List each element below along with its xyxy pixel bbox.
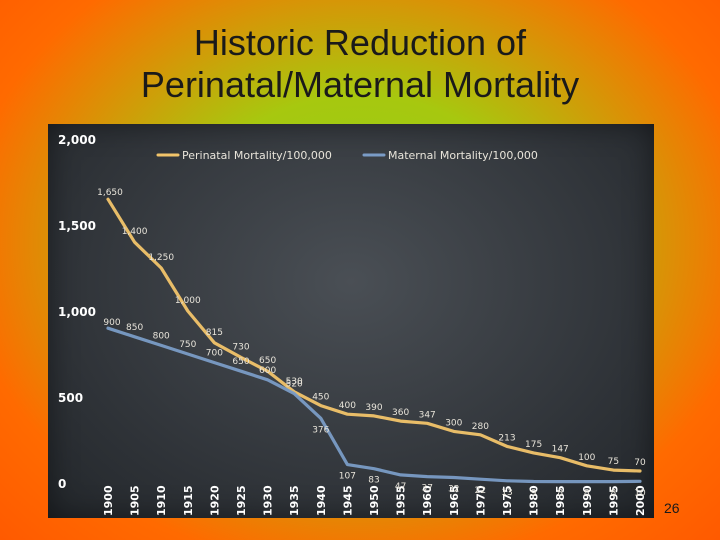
x-tick-label: 1970 [474,485,487,516]
data-label-perinatal: 400 [339,401,356,411]
data-label-perinatal: 347 [419,410,436,420]
data-label-maternal: 37 [421,484,432,494]
x-tick-label: 1975 [501,485,514,516]
data-label-maternal: 13 [501,488,512,498]
data-label-maternal: 107 [339,472,356,482]
data-label-maternal: 22 [475,486,486,496]
legend-label-maternal: Maternal Mortality/100,000 [388,149,538,162]
x-tick-label: 1920 [208,485,221,516]
data-label-maternal: 520 [286,380,303,390]
x-tick-label: 1930 [262,485,275,516]
x-tick-label: 1985 [554,485,567,516]
data-label-maternal: 850 [126,323,143,333]
title-line-1: Historic Reduction of [193,22,527,63]
x-tick-label: 1950 [368,485,381,516]
x-tick-label: 1900 [102,485,115,516]
data-label-maternal: 83 [368,476,379,486]
x-tick-label: 2000 [634,485,647,516]
data-label-maternal: 8 [611,489,617,499]
data-label-perinatal: 730 [232,342,249,352]
y-tick-label: 0 [58,477,66,491]
y-tick-label: 2,000 [58,133,96,147]
data-label-perinatal: 300 [445,418,462,428]
x-tick-label: 1910 [155,485,168,516]
x-tick-label: 1965 [448,485,461,516]
y-tick-label: 500 [58,391,83,405]
data-label-maternal: 8 [584,489,590,499]
data-label-perinatal: 360 [392,408,409,418]
slide-title: Historic Reduction of Perinatal/Maternal… [0,22,720,106]
line-chart: 0 500 1,000 1,500 2,000 1900 1905 1910 1915 1920 1… [58,133,647,516]
x-tick-label: 1945 [341,485,354,516]
data-label-maternal: 9 [531,488,537,498]
data-label-perinatal: 280 [472,422,489,432]
title-line-2: Perinatal/Maternal Mortality [140,64,580,105]
data-label-maternal: 700 [206,349,223,359]
page-number: 26 [664,500,680,516]
data-label-maternal: 650 [232,357,249,367]
chart-panel: 0 500 1,000 1,500 2,000 1900 1905 1910 1915 1920 1… [48,124,654,518]
x-tick-label: 1955 [395,485,408,516]
data-label-maternal: 600 [259,366,276,376]
data-label-perinatal: 815 [206,328,223,338]
y-tick-label: 1,000 [58,305,96,319]
y-tick-label: 1,500 [58,219,96,233]
data-label-maternal: 750 [179,340,196,350]
data-label-maternal: 32 [448,484,459,494]
data-label-perinatal: 175 [525,440,542,450]
data-label-perinatal: 530 [286,377,303,387]
data-label-perinatal: 1,400 [122,227,148,237]
data-label-perinatal: 650 [259,356,276,366]
series-line-maternal [106,326,642,484]
x-tick-label: 1905 [129,485,142,516]
x-tick-label: 1995 [607,485,620,516]
data-label-maternal: 900 [103,318,120,328]
data-label-perinatal: 147 [552,445,569,455]
x-tick-label: 1980 [528,485,541,516]
data-label-perinatal: 1,000 [175,296,201,306]
data-label-perinatal: 450 [312,393,329,403]
x-tick-label: 1935 [288,485,301,516]
legend-label-perinatal: Perinatal Mortality/100,000 [182,149,332,162]
data-label-perinatal: 1,650 [97,188,123,198]
x-tick-label: 1990 [581,485,594,516]
data-label-perinatal: 75 [608,457,619,467]
data-label-perinatal: 213 [498,433,515,443]
data-label-perinatal: 1,250 [148,253,174,263]
series-line-perinatal [106,197,642,473]
data-label-perinatal: 390 [365,403,382,413]
data-label-maternal: 376 [312,425,329,435]
data-label-maternal: 8 [557,489,563,499]
x-tick-label: 1925 [235,485,248,516]
data-label-perinatal: 100 [578,453,595,463]
x-tick-label: 1940 [315,485,328,516]
data-label-maternal: 10 [634,488,646,498]
data-label-maternal: 800 [153,331,170,341]
x-tick-label: 1960 [421,485,434,516]
data-label-perinatal: 70 [634,458,646,468]
x-tick-label: 1915 [182,485,195,516]
data-label-maternal: 47 [395,482,406,492]
